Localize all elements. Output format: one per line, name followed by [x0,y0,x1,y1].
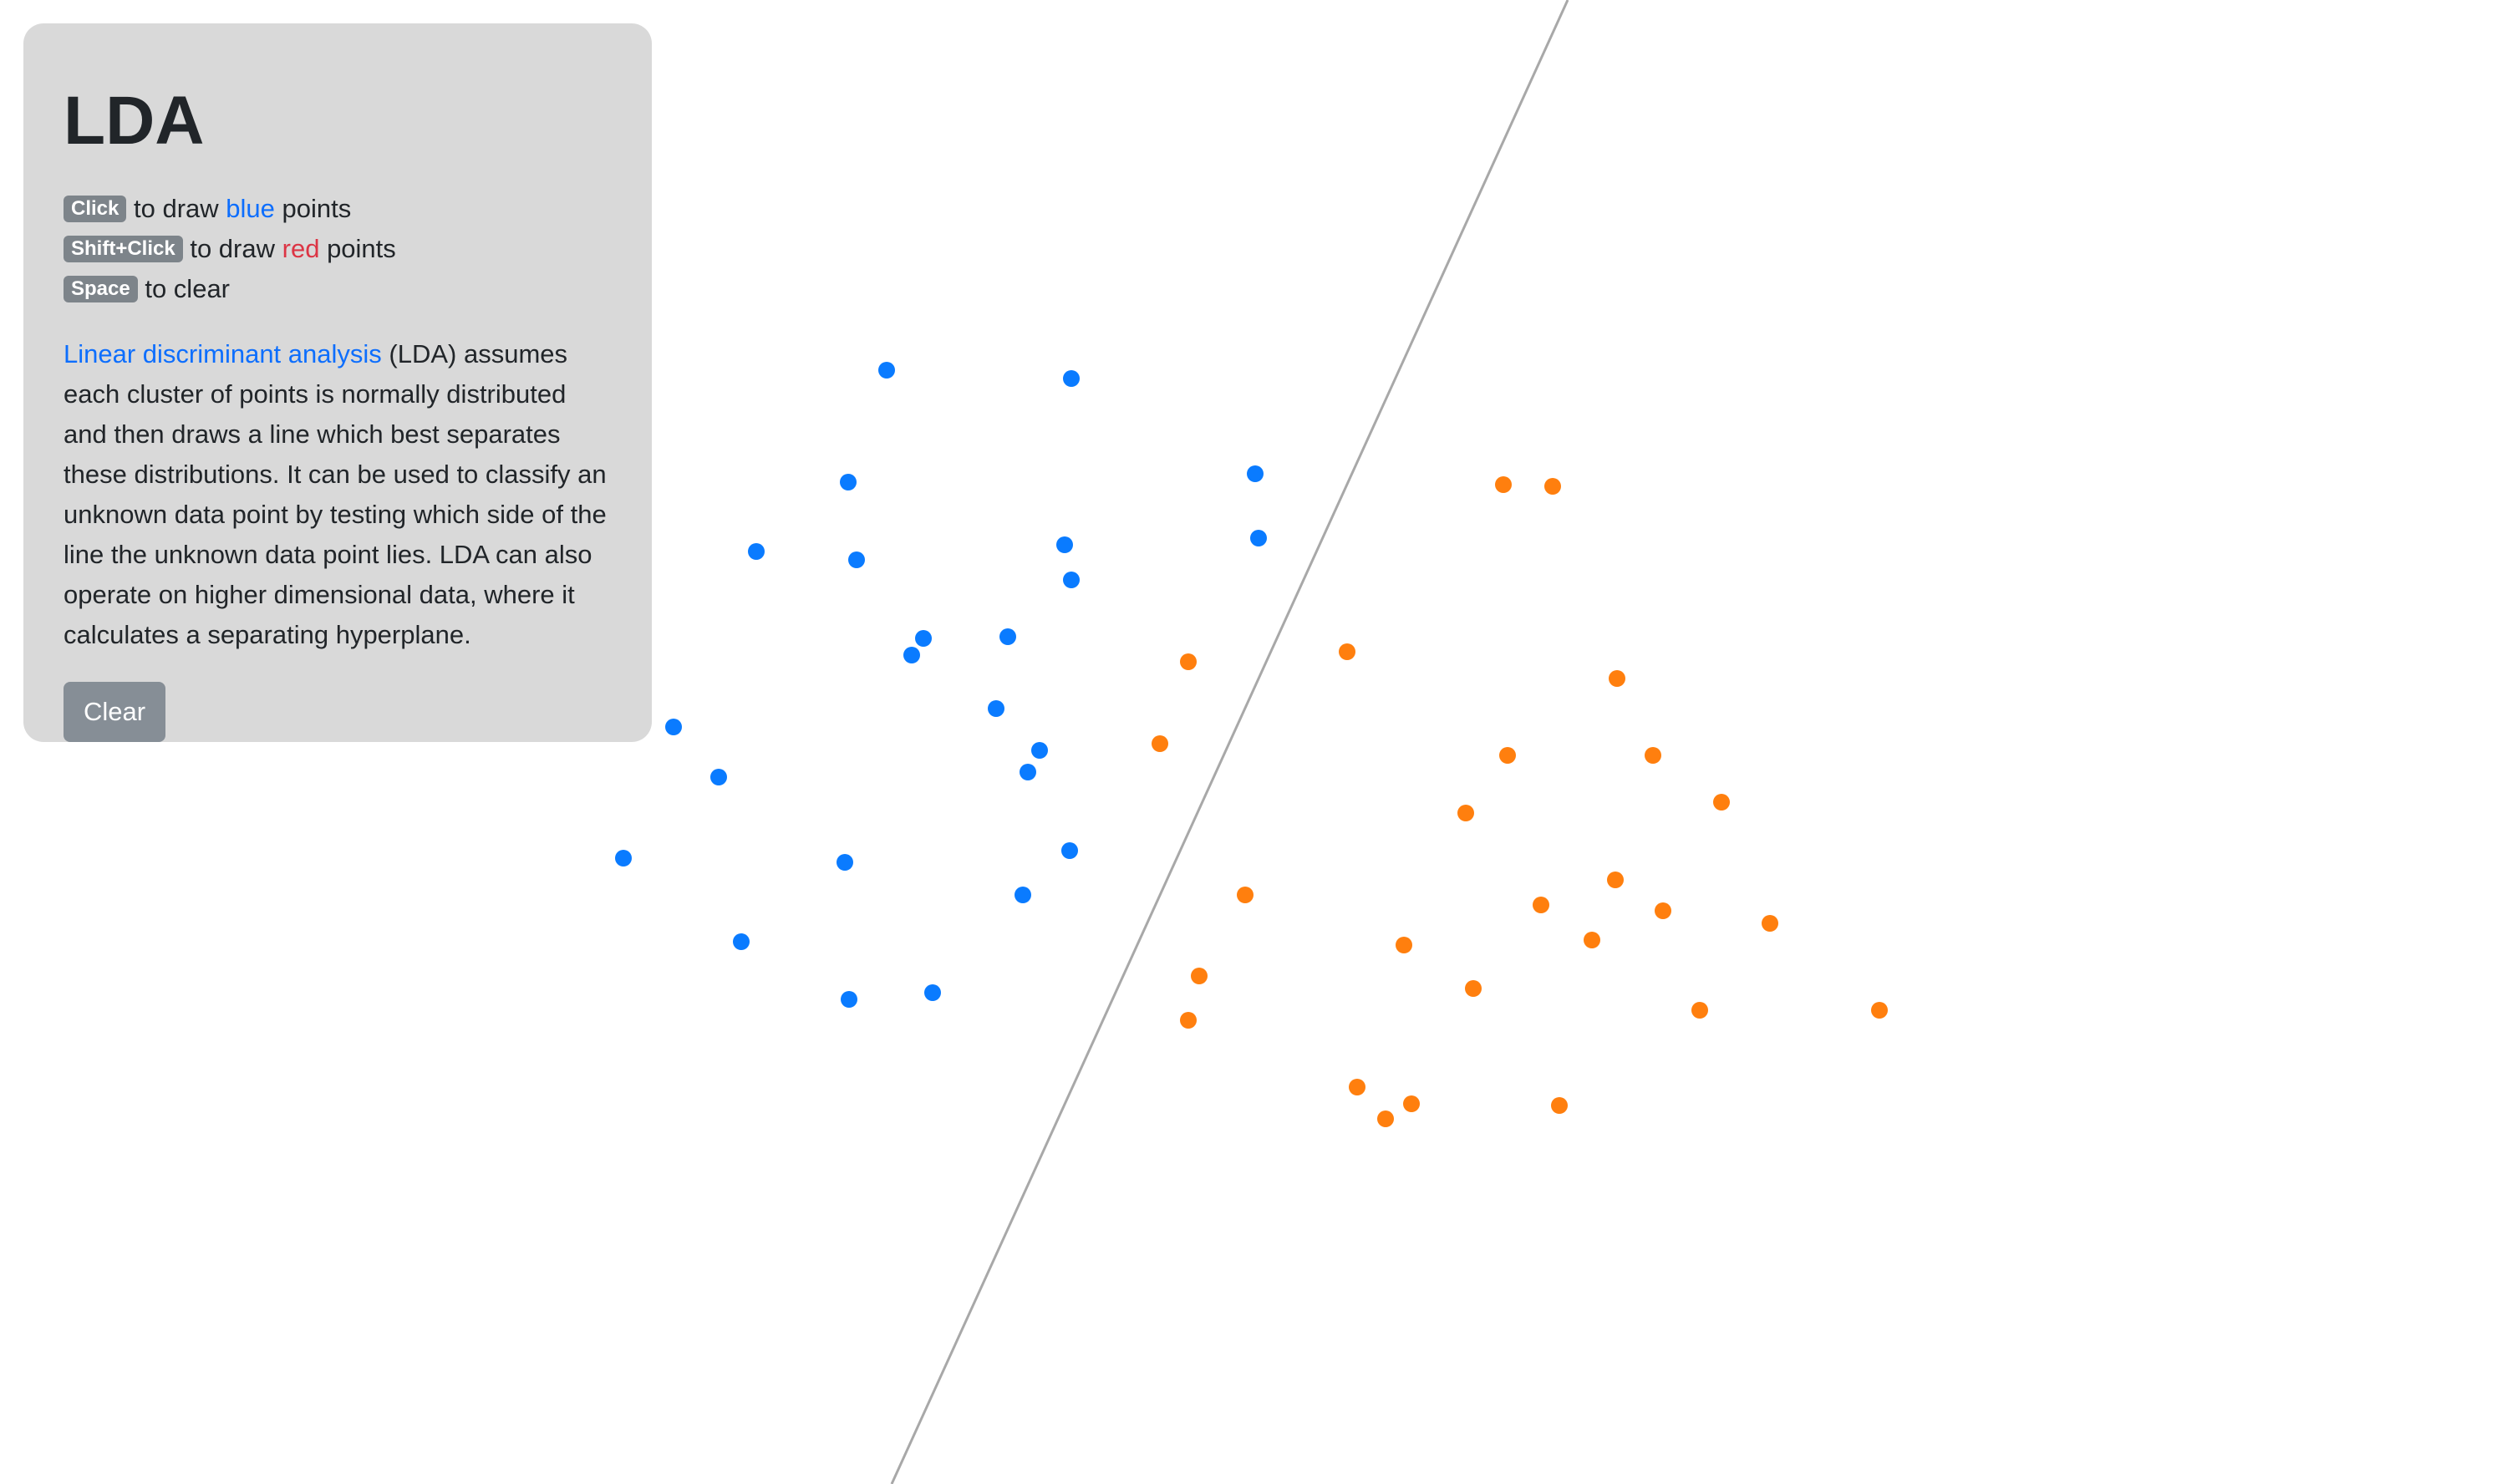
red-point [1403,1095,1420,1112]
red-point [1396,937,1412,953]
red-point [1499,747,1516,764]
description: Linear discriminant analysis (LDA) assum… [64,334,612,655]
red-point [1762,915,1778,932]
separating-line [890,0,1569,1484]
red-point [1457,805,1474,821]
instruction-shift-click: Shift+Click to draw red points [64,229,612,269]
instruction-space: Space to clear [64,269,612,309]
blue-point [1061,842,1078,859]
blue-point [665,719,682,735]
key-badge-shift-click: Shift+Click [64,236,183,262]
red-point [1191,968,1208,984]
instruction-click: Click to draw blue points [64,189,612,229]
red-point [1551,1097,1568,1114]
red-point [1349,1079,1365,1095]
blue-point [840,474,857,490]
red-points [1152,476,1888,1127]
blue-point [1020,764,1036,780]
red-point [1691,1002,1708,1019]
red-point [1645,747,1661,764]
color-word-red: red [282,234,320,263]
blue-point [733,933,750,950]
red-point [1655,902,1671,919]
blue-point [1063,370,1080,387]
red-point [1465,980,1482,997]
red-point [1609,670,1625,687]
lda-link[interactable]: Linear discriminant analysis [64,339,382,368]
red-point [1180,653,1197,670]
instruction-text: to draw [190,234,275,263]
red-point [1713,794,1730,811]
clear-button[interactable]: Clear [64,682,166,742]
red-point [1544,478,1561,495]
info-panel: LDA Click to draw blue points Shift+Clic… [23,23,652,742]
key-badge-space: Space [64,276,138,302]
red-point [1607,872,1624,888]
instruction-text: to clear [145,274,231,303]
blue-point [615,850,632,867]
description-text: (LDA) assumes each cluster of points is … [64,339,607,649]
red-point [1495,476,1512,493]
blue-point [903,647,920,663]
blue-point [1250,530,1267,546]
key-badge-click: Click [64,196,127,222]
blue-point [924,984,941,1001]
red-point [1152,735,1168,752]
blue-point [1031,742,1048,759]
page-title: LDA [64,83,205,159]
red-point [1237,887,1254,903]
blue-point [748,543,765,560]
red-point [1377,1110,1394,1127]
blue-point [1247,465,1264,482]
blue-point [999,628,1016,645]
blue-point [837,854,853,871]
blue-points [615,362,1267,1008]
blue-point [1056,536,1073,553]
blue-point [988,700,1004,717]
blue-point [710,769,727,785]
blue-point [841,991,857,1008]
instruction-text: points [282,194,352,223]
blue-point [915,630,932,647]
instruction-text: to draw [134,194,219,223]
red-point [1584,932,1600,948]
blue-point [878,362,895,379]
blue-point [1015,887,1031,903]
color-word-blue: blue [226,194,275,223]
blue-point [848,551,865,568]
red-point [1339,643,1355,660]
instruction-text: points [327,234,396,263]
red-point [1180,1012,1197,1029]
blue-point [1063,572,1080,588]
red-point [1871,1002,1888,1019]
red-point [1533,897,1549,913]
